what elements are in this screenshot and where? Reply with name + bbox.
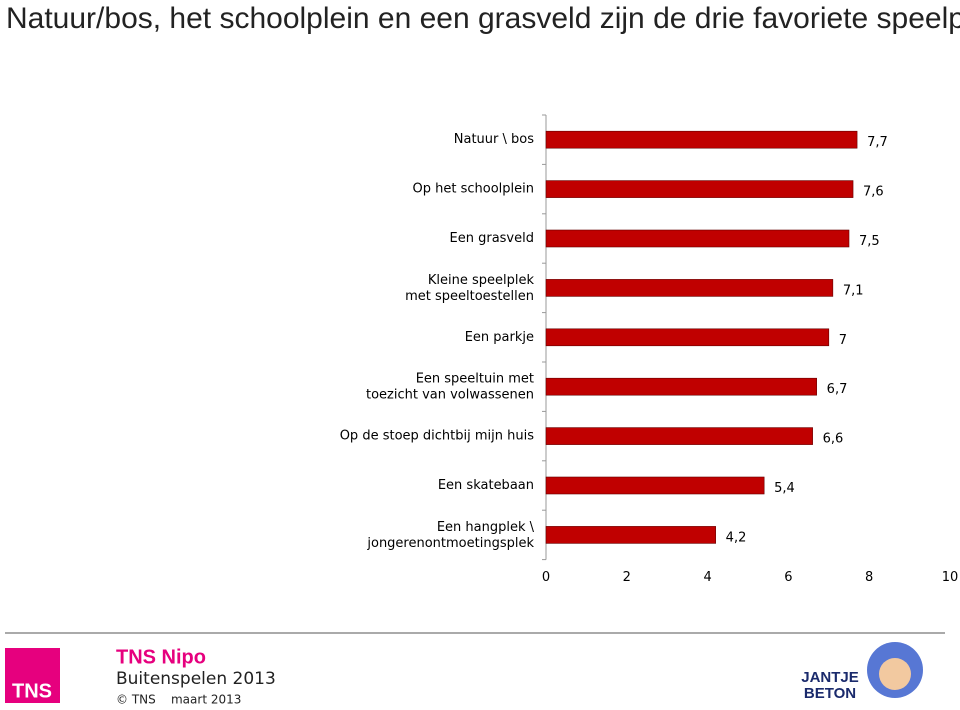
bar [545, 476, 765, 495]
bar [545, 377, 817, 396]
category-label: Een hangplek \ jongerenontmoetingsplek [366, 519, 534, 550]
bar [545, 279, 834, 297]
bar [545, 180, 854, 198]
bar [545, 130, 858, 149]
bar [545, 427, 813, 445]
bar [545, 328, 830, 347]
brand: TNS Nipo [116, 646, 206, 668]
category-label: Een parkje [465, 330, 534, 345]
value-label: 6,7 [827, 382, 848, 397]
partner-face [879, 658, 911, 690]
category-label: Kleine speelplek met speeltoestellen [405, 272, 534, 303]
x-tick-label: 4 [703, 570, 711, 585]
category-label: Op de stoep dichtbij mijn huis [340, 429, 535, 444]
category-label: Een skatebaan [438, 478, 534, 493]
tns-logo-text: TNS [12, 680, 52, 702]
value-label: 7,7 [867, 135, 888, 150]
chart-title: Natuur/bos, het schoolplein en een grasv… [6, 2, 960, 35]
partner-logo: JANTJE BETON [801, 669, 859, 702]
x-tick-label: 10 [942, 570, 959, 585]
value-label: 7,5 [859, 234, 880, 249]
x-tick-label: 6 [784, 570, 792, 585]
x-tick-label: 0 [542, 570, 550, 585]
bar [545, 526, 716, 544]
copyright: © TNS maart 2013 [116, 693, 241, 707]
value-label: 4,2 [726, 530, 747, 545]
value-label: 7,6 [863, 185, 884, 200]
x-tick-label: 8 [865, 570, 873, 585]
category-label: Een speeltuin met toezicht van volwassene… [366, 371, 534, 402]
value-label: 7 [839, 333, 847, 348]
category-label: Natuur \ bos [454, 132, 534, 147]
project: Buitenspelen 2013 [116, 669, 276, 689]
x-tick-label: 2 [623, 570, 631, 585]
category-label: Op het schoolplein [413, 182, 534, 197]
category-label: Een grasveld [450, 231, 534, 246]
value-label: 6,6 [823, 432, 844, 447]
value-label: 7,1 [843, 283, 864, 298]
bar [545, 229, 850, 248]
tns-logo [5, 648, 60, 703]
value-label: 5,4 [774, 481, 795, 496]
